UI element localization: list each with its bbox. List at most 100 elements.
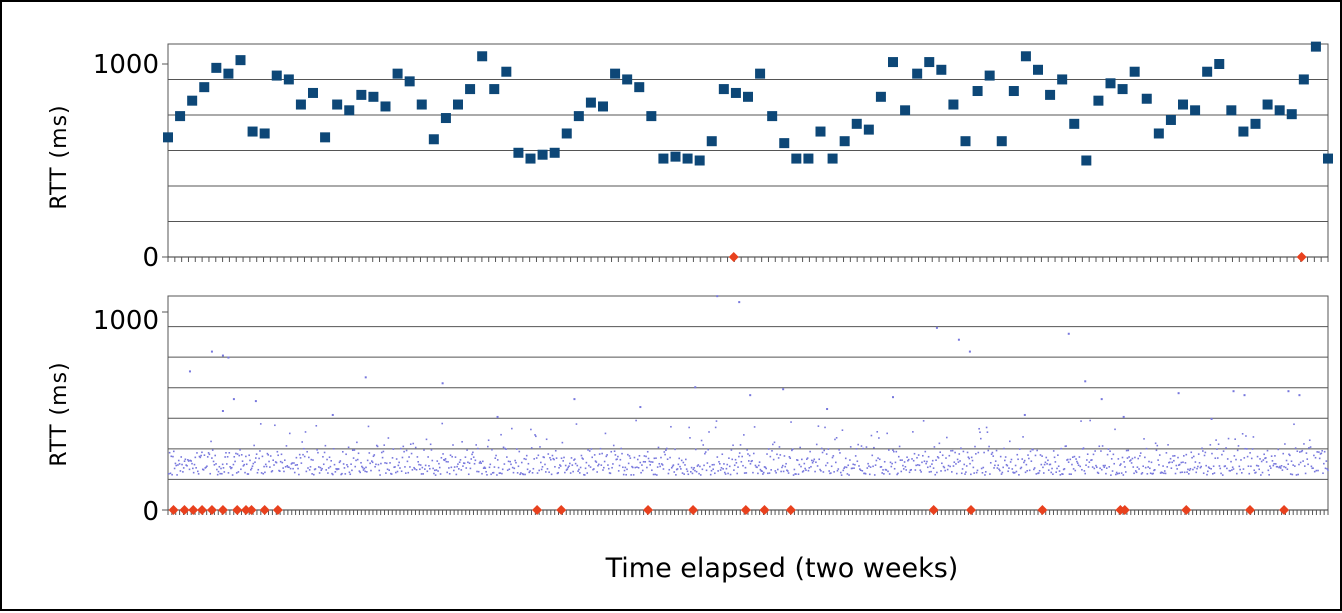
rtt-sample-point <box>1086 459 1088 461</box>
rtt-sample-point <box>399 467 401 469</box>
rtt-sample-point <box>613 450 616 453</box>
rtt-outlier-point <box>1298 394 1301 397</box>
rtt-sample-point <box>1187 468 1189 471</box>
rtt-sample-point <box>777 468 779 471</box>
rtt-sample-point <box>1184 462 1187 464</box>
rtt-sample-point <box>975 453 977 455</box>
rtt-sample-point <box>462 465 464 467</box>
rtt-sample-point <box>326 458 328 461</box>
loss-marker <box>643 505 654 515</box>
rtt-sample-point <box>1270 467 1272 469</box>
rtt-sample-point <box>243 463 245 466</box>
rtt-sample-point <box>1221 474 1224 476</box>
rtt-sample-point <box>961 468 964 470</box>
rtt-sample-point <box>386 468 389 471</box>
loss-marker <box>556 505 567 515</box>
rtt-point <box>1020 51 1031 62</box>
rtt-sample-point <box>288 432 291 435</box>
rtt-sample-point <box>992 455 995 457</box>
rtt-sample-point <box>235 472 238 474</box>
rtt-sample-point <box>1181 471 1183 474</box>
rtt-sample-point <box>1109 450 1111 452</box>
loss-marker <box>728 252 739 262</box>
rtt-sample-point <box>568 465 570 467</box>
rtt-sample-point <box>1133 472 1135 475</box>
rtt-sample-point <box>858 465 860 467</box>
rtt-outlier-point <box>749 394 752 397</box>
rtt-sample-point <box>1265 461 1268 463</box>
rtt-sample-point <box>918 464 921 467</box>
rtt-sample-point <box>932 467 935 469</box>
rtt-sample-point <box>618 464 621 467</box>
rtt-sample-point <box>921 461 923 464</box>
rtt-sample-point <box>1287 463 1289 465</box>
rtt-point <box>332 99 343 110</box>
rtt-sample-point <box>791 448 794 451</box>
rtt-sample-point <box>936 471 938 474</box>
rtt-sample-point <box>377 463 380 466</box>
rtt-sample-point <box>277 454 279 457</box>
rtt-sample-point <box>784 465 787 468</box>
rtt-sample-point <box>777 457 780 459</box>
rtt-sample-point <box>694 469 696 472</box>
rtt-sample-point <box>1222 450 1225 452</box>
rtt-sample-point <box>1044 461 1047 464</box>
rtt-point <box>1153 128 1164 139</box>
rtt-sample-point <box>455 473 458 476</box>
rtt-sample-point <box>449 454 452 457</box>
rtt-sample-point <box>699 474 702 476</box>
rtt-sample-point <box>982 466 985 469</box>
rtt-sample-point <box>796 459 798 461</box>
rtt-sample-point <box>1254 472 1256 474</box>
rtt-sample-point <box>1054 461 1057 463</box>
rtt-outlier-point <box>573 398 576 401</box>
rtt-sample-point <box>685 458 687 461</box>
rtt-sample-point <box>927 455 930 458</box>
rtt-sample-point <box>298 473 300 476</box>
rtt-sample-point <box>1266 449 1269 452</box>
rtt-sample-point <box>765 467 767 470</box>
rtt-sample-point <box>1167 444 1169 446</box>
rtt-sample-point <box>715 420 718 422</box>
rtt-sample-point <box>889 461 892 464</box>
rtt-sample-point <box>452 444 454 446</box>
rtt-sample-point <box>711 463 714 466</box>
rtt-sample-point <box>864 472 866 475</box>
rtt-sample-point <box>476 470 478 473</box>
rtt-sample-point <box>1147 466 1149 468</box>
rtt-sample-point <box>890 465 893 468</box>
rtt-sample-point <box>286 465 289 467</box>
rtt-sample-point <box>731 458 734 461</box>
rtt-sample-point <box>501 472 503 475</box>
rtt-outlier-point <box>738 301 741 304</box>
rtt-sample-point <box>666 458 669 461</box>
rtt-sample-point <box>1052 450 1055 452</box>
rtt-sample-point <box>635 419 637 422</box>
rtt-sample-point <box>823 449 825 452</box>
rtt-sample-point <box>174 462 177 465</box>
rtt-sample-point <box>1213 472 1216 474</box>
rtt-sample-point <box>628 455 631 457</box>
rtt-sample-point <box>575 423 578 425</box>
rtt-sample-point <box>640 471 642 474</box>
rtt-sample-point <box>970 473 972 476</box>
rtt-sample-point <box>454 456 457 458</box>
rtt-sample-point <box>947 464 950 467</box>
rtt-point <box>779 138 790 149</box>
rtt-sample-point <box>580 454 583 457</box>
rtt-sample-point <box>741 455 743 458</box>
rtt-sample-point <box>766 453 768 455</box>
rtt-sample-point <box>1016 453 1019 456</box>
rtt-sample-point <box>738 455 740 458</box>
rtt-sample-point <box>327 472 329 474</box>
rtt-sample-point <box>1218 465 1221 467</box>
rtt-sample-point <box>303 455 306 458</box>
rtt-sample-point <box>572 470 574 473</box>
rtt-sample-point <box>492 471 495 474</box>
rtt-point <box>1298 74 1309 85</box>
rtt-point <box>1129 66 1140 77</box>
rtt-sample-point <box>417 461 419 463</box>
rtt-sample-point <box>749 462 752 465</box>
rtt-sample-point <box>1143 438 1145 440</box>
rtt-sample-point <box>1294 465 1296 467</box>
